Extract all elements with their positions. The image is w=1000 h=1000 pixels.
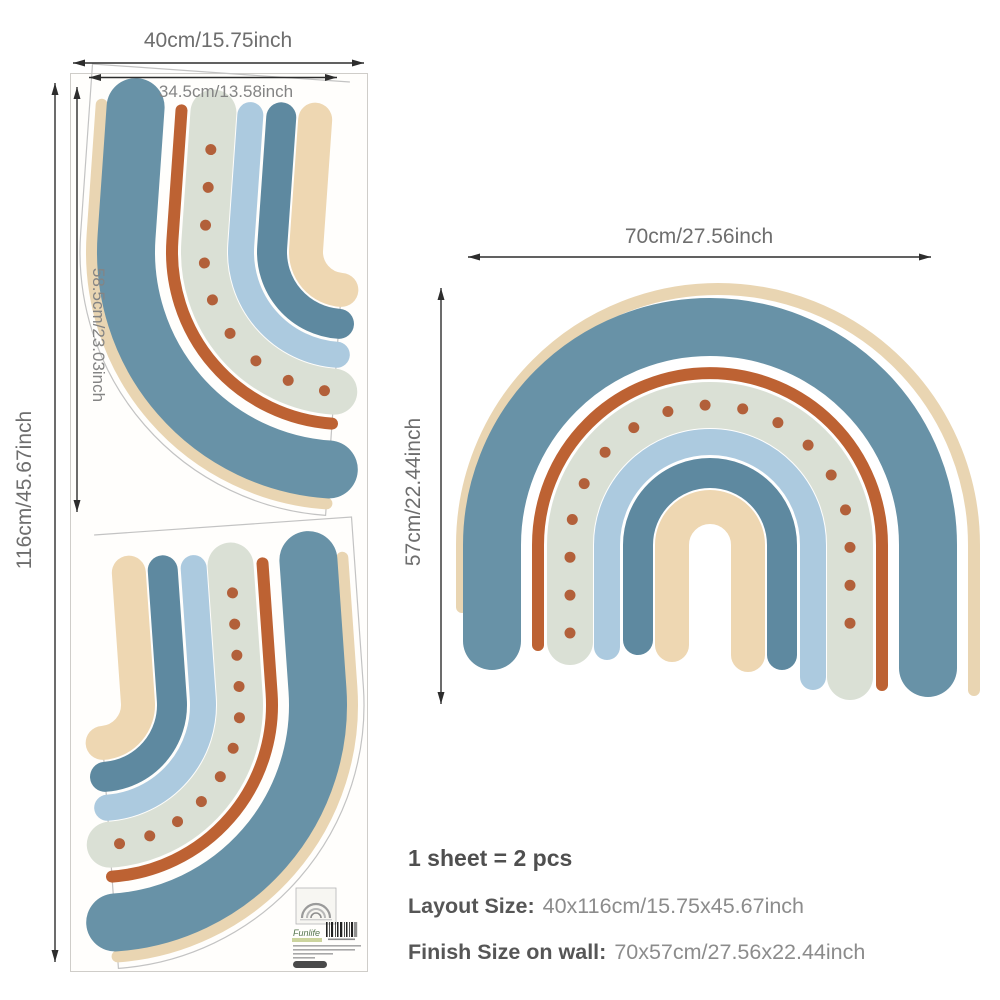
product-label: Funlife — [292, 887, 361, 968]
band-steel-blue — [86, 531, 347, 952]
band-inner-arch — [655, 490, 765, 672]
rainbow-dot — [233, 680, 245, 692]
dimension-sheet-height: 116cm/45.67inch — [13, 83, 59, 962]
rainbow-dot — [564, 627, 576, 639]
band-inner-arch — [289, 102, 359, 307]
thumbnail-rainbow-arc — [306, 908, 326, 919]
dimension-label: 58.5cm/23.03inch — [89, 268, 108, 402]
rainbow-dot — [844, 617, 856, 629]
rainbow-dot — [227, 742, 239, 754]
rainbow-dot — [195, 796, 207, 808]
layout-size-note: Layout Size: 40x116cm/15.75x45.67inch — [408, 894, 804, 918]
rainbow-dot — [564, 551, 576, 563]
barcode-digits — [328, 938, 355, 941]
band-outer-beige — [456, 283, 980, 696]
label-thumbnail — [295, 887, 337, 925]
rainbow-dot — [578, 478, 590, 490]
layout-sheet: Funlife — [70, 63, 368, 972]
band-orange — [105, 557, 278, 883]
label-dark-pill — [293, 961, 327, 968]
rainbow-dot — [198, 257, 210, 269]
rainbow-dot — [699, 399, 711, 411]
barcode — [326, 922, 358, 937]
band-inner-arch — [85, 555, 155, 760]
rainbow-dot — [172, 816, 184, 828]
size-notes: 1 sheet = 2 pcs Layout Size: 40x116cm/15.… — [408, 845, 865, 964]
finished-rainbow — [456, 283, 980, 700]
rainbow-dot — [144, 830, 156, 842]
rainbow-dot — [231, 649, 243, 661]
rainbow-dot — [282, 374, 294, 386]
thumbnail-rainbow-arc — [300, 902, 332, 919]
rainbow-dot — [205, 144, 217, 156]
dimension-piece-height: 58.5cm/23.03inch — [73, 87, 108, 512]
rainbow-dot — [662, 406, 674, 417]
sheet-count-note: 1 sheet = 2 pcs — [408, 845, 572, 871]
rainbow-dot — [233, 712, 245, 724]
band-outer-beige — [111, 551, 358, 963]
band-outer-beige — [86, 98, 333, 510]
band-steel-blue-inner — [623, 458, 797, 670]
thumbnail-ground — [300, 919, 332, 921]
finish-size-note: Finish Size on wall: 70x57cm/27.56x22.44i… — [408, 940, 865, 964]
dimension-finish-height: 57cm/22.44inch — [402, 288, 445, 704]
dimension-finish-width: 70cm/27.56inch — [468, 225, 931, 261]
dimension-sheet-width: 40cm/15.75inch — [73, 29, 364, 67]
rainbow-dot — [566, 514, 578, 525]
dimension-label: 34.5cm/13.58inch — [159, 82, 293, 101]
rainbow-dot — [599, 446, 611, 458]
rainbow-dot — [200, 219, 212, 231]
band-light-blue — [228, 102, 350, 368]
band-orange — [532, 367, 888, 691]
layout-size-label: Layout Size: — [408, 894, 535, 918]
band-orange — [166, 104, 339, 430]
band-light-blue — [94, 555, 216, 821]
sage-dots — [198, 144, 330, 397]
cut-contour — [94, 516, 365, 969]
rainbow-dot — [802, 439, 814, 451]
sheet-piece-top — [79, 63, 359, 516]
rainbow-dot — [825, 469, 837, 481]
sheet-piece-bottom — [85, 516, 365, 969]
dimension-label: 70cm/27.56inch — [625, 225, 773, 248]
finish-size-value: 70x57cm/27.56x22.44inch — [614, 940, 865, 964]
rainbow-dot — [564, 589, 576, 601]
cut-contour — [79, 63, 350, 516]
rainbow-dot — [628, 422, 640, 434]
sage-dots — [564, 399, 856, 639]
rainbow-dot — [214, 771, 226, 783]
band-steel-blue-inner — [90, 555, 187, 792]
rainbow-dot — [250, 355, 262, 367]
finish-size-label: Finish Size on wall: — [408, 940, 606, 964]
brand-logo: Funlife — [293, 928, 320, 938]
thumbnail-rainbow-arc — [310, 912, 322, 919]
layout-size-value: 40x116cm/15.75x45.67inch — [543, 894, 804, 918]
rainbow-dot — [737, 403, 749, 415]
rainbow-dot — [202, 181, 214, 193]
dimension-label: 57cm/22.44inch — [402, 418, 425, 566]
rainbow-dot — [229, 618, 241, 630]
band-steel-blue-inner — [257, 102, 354, 339]
rainbow-dot — [844, 579, 856, 591]
rainbow-dot — [227, 587, 239, 599]
fine-print-lines — [293, 945, 361, 959]
rainbow-dot — [206, 294, 218, 306]
rainbow-dot — [844, 541, 856, 553]
band-steel-blue — [463, 298, 957, 697]
band-steel-blue — [97, 78, 358, 499]
brand-logo-bar — [292, 938, 322, 942]
sage-dots — [114, 587, 245, 850]
dimension-label: 116cm/45.67inch — [13, 411, 36, 569]
rainbow-dot — [224, 327, 236, 339]
dimension-label: 40cm/15.75inch — [144, 29, 292, 52]
band-light-blue — [594, 429, 826, 690]
rainbow-dot — [318, 385, 330, 397]
rainbow-dot — [840, 504, 851, 516]
dimension-piece-width: 34.5cm/13.58inch — [89, 74, 337, 101]
rainbow-dot — [114, 838, 126, 850]
rainbow-dot — [772, 417, 784, 429]
